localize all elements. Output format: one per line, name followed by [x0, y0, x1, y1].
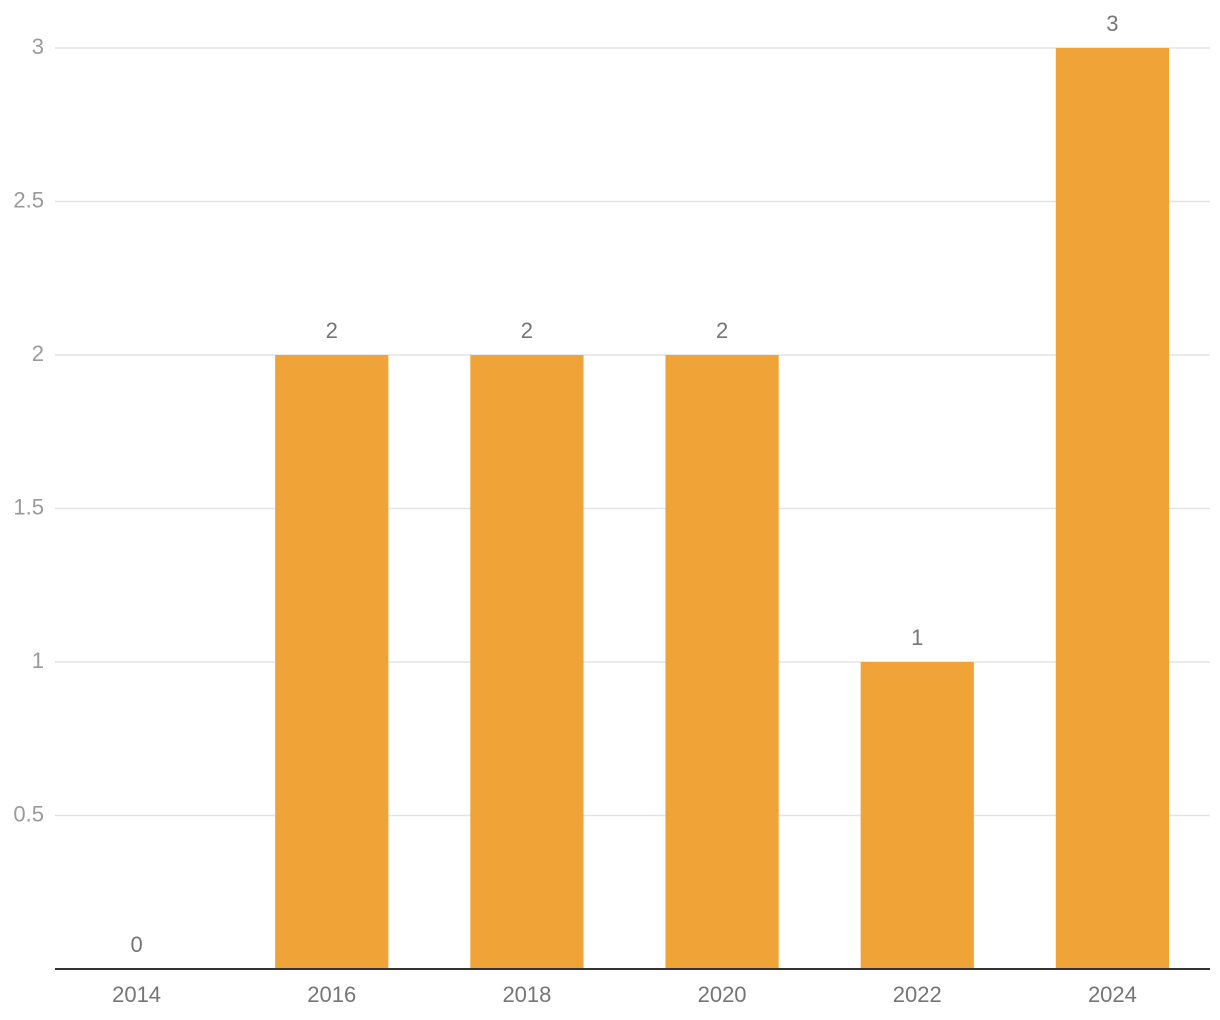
bar: [665, 355, 779, 969]
value-label: 3: [1106, 11, 1118, 36]
x-tick-label: 2020: [698, 982, 747, 1007]
y-tick-label: 0.5: [13, 801, 44, 826]
value-label: 2: [326, 318, 338, 343]
x-tick-label: 2024: [1088, 982, 1137, 1007]
value-label: 1: [911, 625, 923, 650]
y-tick-label: 2.5: [13, 187, 44, 212]
x-tick-label: 2014: [112, 982, 161, 1007]
x-tick-label: 2016: [307, 982, 356, 1007]
y-tick-label: 2: [32, 341, 44, 366]
value-label: 2: [716, 318, 728, 343]
bar: [1055, 48, 1170, 969]
bar: [470, 355, 584, 969]
value-label: 2: [521, 318, 533, 343]
bar: [275, 355, 389, 969]
y-tick-label: 3: [32, 34, 44, 59]
x-tick-label: 2022: [893, 982, 942, 1007]
value-label: 0: [130, 932, 142, 957]
y-tick-label: 1.5: [13, 494, 44, 519]
y-tick-label: 1: [32, 648, 44, 673]
x-tick-label: 2018: [502, 982, 551, 1007]
bar: [860, 662, 974, 969]
